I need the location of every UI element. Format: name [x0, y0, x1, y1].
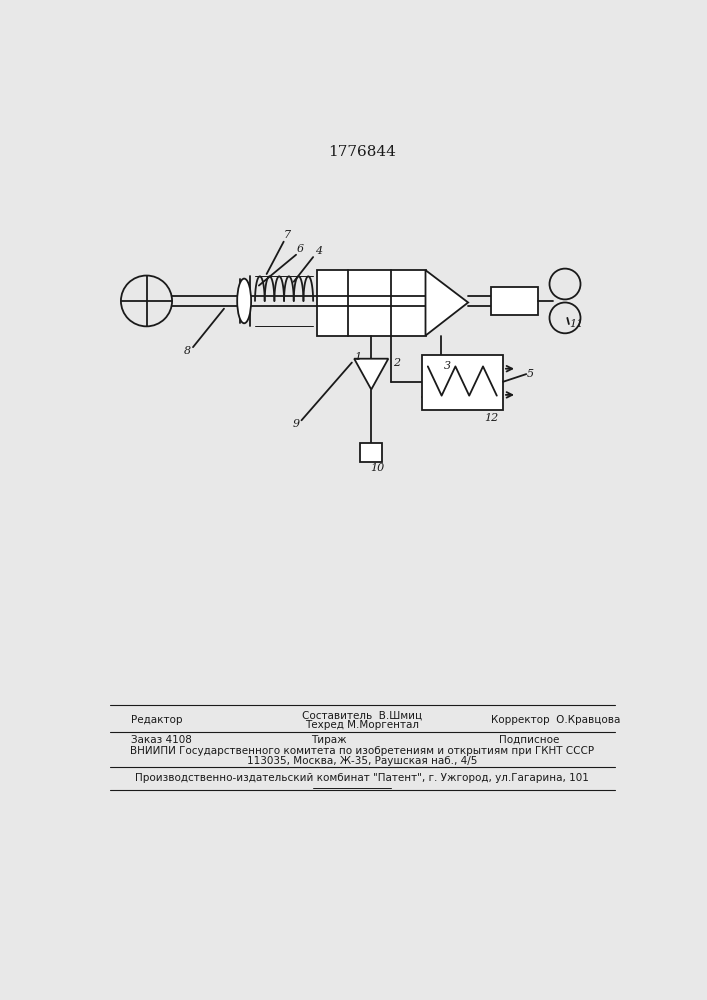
Bar [317, 270, 426, 336]
Text: 6: 6 [296, 244, 303, 254]
Text: Подписное: Подписное [499, 735, 559, 745]
Text: 10: 10 [370, 463, 385, 473]
Text: 5: 5 [527, 369, 534, 379]
Polygon shape [426, 270, 468, 336]
Text: 1776844: 1776844 [328, 145, 396, 159]
Text: Производственно-издательский комбинат "Патент", г. Ужгород, ул.Гагарина, 101: Производственно-издательский комбинат "П… [135, 773, 589, 783]
Text: 12: 12 [484, 413, 498, 423]
Text: Корректор  О.Кравцова: Корректор О.Кравцова [491, 715, 621, 725]
Text: 2: 2 [393, 358, 400, 368]
Text: 7: 7 [284, 231, 291, 240]
Text: 9: 9 [293, 419, 300, 429]
Text: Тираж: Тираж [311, 735, 346, 745]
Text: 4: 4 [315, 246, 322, 256]
Text: Техред М.Моргентал: Техред М.Моргентал [305, 720, 419, 730]
Text: 113035, Москва, Ж-35, Раушская наб., 4/5: 113035, Москва, Ж-35, Раушская наб., 4/5 [247, 756, 477, 766]
Text: ВНИИПИ Государственного комитета по изобретениям и открытиям при ГКНТ СССР: ВНИИПИ Государственного комитета по изоб… [130, 746, 594, 756]
Bar [421, 355, 503, 410]
Bar [361, 443, 382, 462]
Text: 3: 3 [443, 361, 451, 371]
Text: Составитель  В.Шмиц: Составитель В.Шмиц [302, 710, 422, 720]
Text: 1: 1 [354, 352, 362, 362]
Text: 8: 8 [184, 346, 191, 356]
Polygon shape [354, 359, 388, 389]
Text: Заказ 4108: Заказ 4108 [131, 735, 192, 745]
Text: 11: 11 [570, 319, 584, 329]
Ellipse shape [237, 279, 251, 323]
Bar [491, 287, 538, 315]
Text: Редактор: Редактор [131, 715, 182, 725]
